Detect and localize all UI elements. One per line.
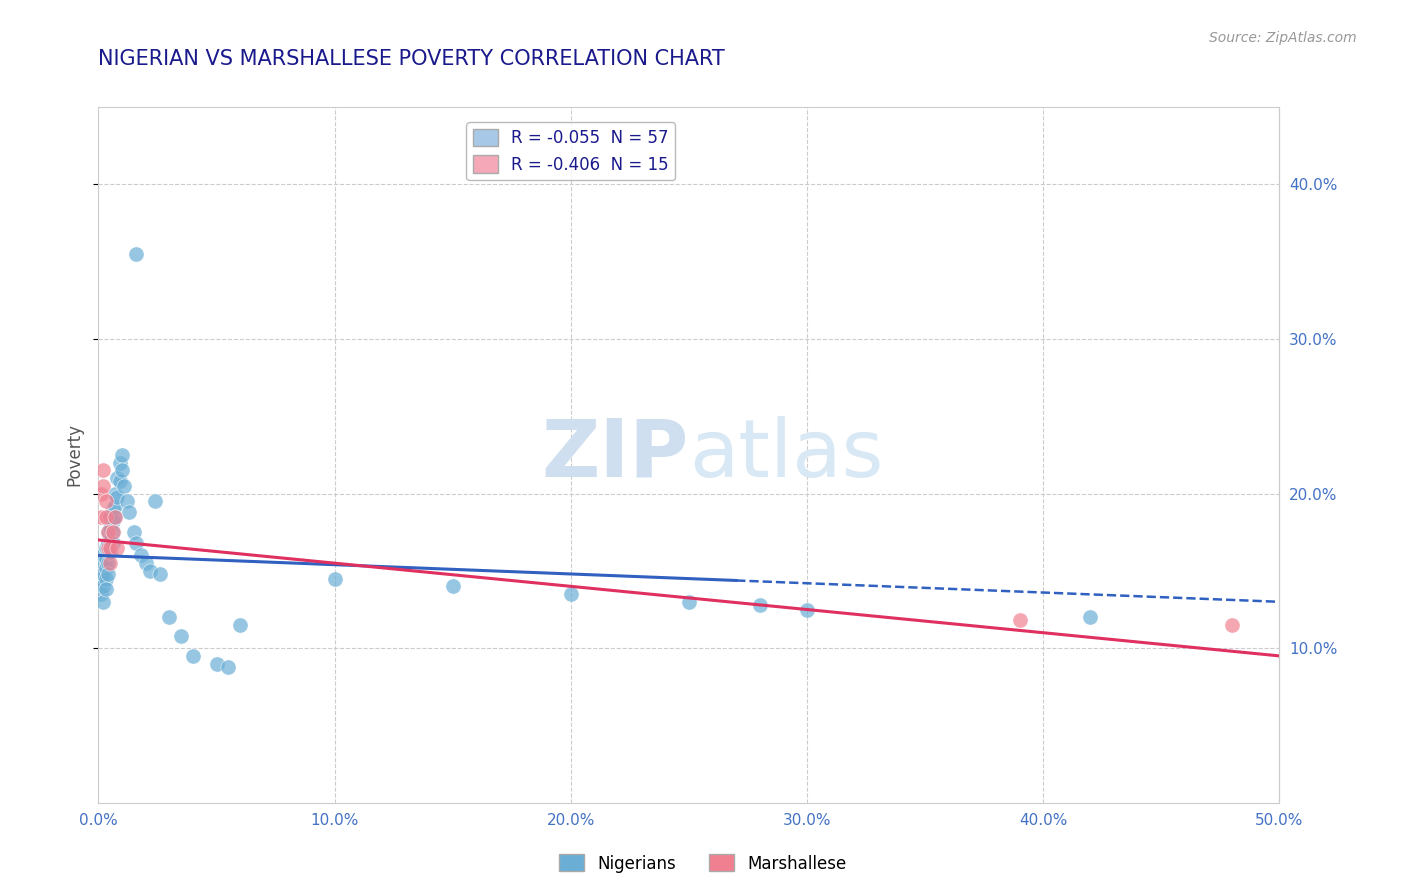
Point [94, 541, 117, 555]
Point [94, 561, 117, 575]
Point [94, 509, 117, 524]
Point [115, 494, 138, 508]
Text: NIGERIAN VS MARSHALLESE POVERTY CORRELATION CHART: NIGERIAN VS MARSHALLESE POVERTY CORRELAT… [98, 49, 725, 69]
Point [125, 247, 148, 261]
Point [748, 598, 770, 612]
Point [97, 525, 120, 540]
Point [90, 486, 112, 500]
Point [125, 536, 148, 550]
Point [1008, 613, 1031, 627]
Point [90, 587, 112, 601]
Point [98, 541, 121, 555]
Point [101, 525, 124, 540]
Point [91, 463, 114, 477]
Point [97, 566, 120, 581]
Point [101, 502, 124, 516]
Point [108, 474, 131, 488]
Point [98, 520, 121, 534]
Point [94, 582, 117, 597]
Point [97, 556, 120, 570]
Point [104, 509, 127, 524]
Point [118, 505, 141, 519]
Point [135, 556, 157, 570]
Point [112, 479, 135, 493]
Point [91, 579, 114, 593]
Point [170, 629, 193, 643]
Point [108, 456, 131, 470]
Point [104, 486, 127, 500]
Point [104, 499, 127, 513]
Text: atlas: atlas [689, 416, 883, 494]
Point [139, 564, 162, 578]
Point [98, 556, 121, 570]
Point [1080, 610, 1102, 624]
Point [560, 587, 582, 601]
Legend: R = -0.055  N = 57, R = -0.406  N = 15: R = -0.055 N = 57, R = -0.406 N = 15 [467, 122, 675, 180]
Text: ZIP: ZIP [541, 416, 689, 494]
Point [90, 556, 112, 570]
Point [98, 509, 121, 524]
Point [149, 566, 172, 581]
Point [91, 549, 114, 563]
Point [94, 551, 117, 566]
Point [111, 463, 134, 477]
Point [97, 525, 120, 540]
Point [796, 602, 818, 616]
Text: Source: ZipAtlas.com: Source: ZipAtlas.com [1209, 31, 1357, 45]
Point [91, 566, 114, 581]
Point [181, 648, 204, 663]
Point [105, 471, 128, 485]
Point [94, 494, 117, 508]
Point [101, 525, 124, 540]
Point [98, 533, 121, 547]
Point [323, 572, 346, 586]
Point [104, 509, 127, 524]
Point [205, 657, 228, 671]
Point [101, 515, 124, 529]
Point [90, 509, 112, 524]
Point [157, 610, 180, 624]
Point [101, 536, 124, 550]
Point [678, 595, 700, 609]
Point [111, 448, 134, 462]
Point [129, 549, 152, 563]
Point [97, 541, 120, 555]
Point [229, 618, 252, 632]
Point [94, 572, 117, 586]
Point [217, 659, 239, 673]
Legend: Nigerians, Marshallese: Nigerians, Marshallese [553, 847, 853, 880]
Point [105, 490, 128, 504]
Point [122, 525, 145, 540]
Y-axis label: Poverty: Poverty [65, 424, 83, 486]
Point [143, 494, 166, 508]
Point [97, 545, 120, 559]
Point [105, 541, 128, 555]
Point [91, 595, 114, 609]
Point [1220, 618, 1243, 632]
Point [441, 579, 464, 593]
Point [97, 536, 120, 550]
Point [98, 545, 121, 559]
Point [90, 572, 112, 586]
Point [91, 479, 114, 493]
